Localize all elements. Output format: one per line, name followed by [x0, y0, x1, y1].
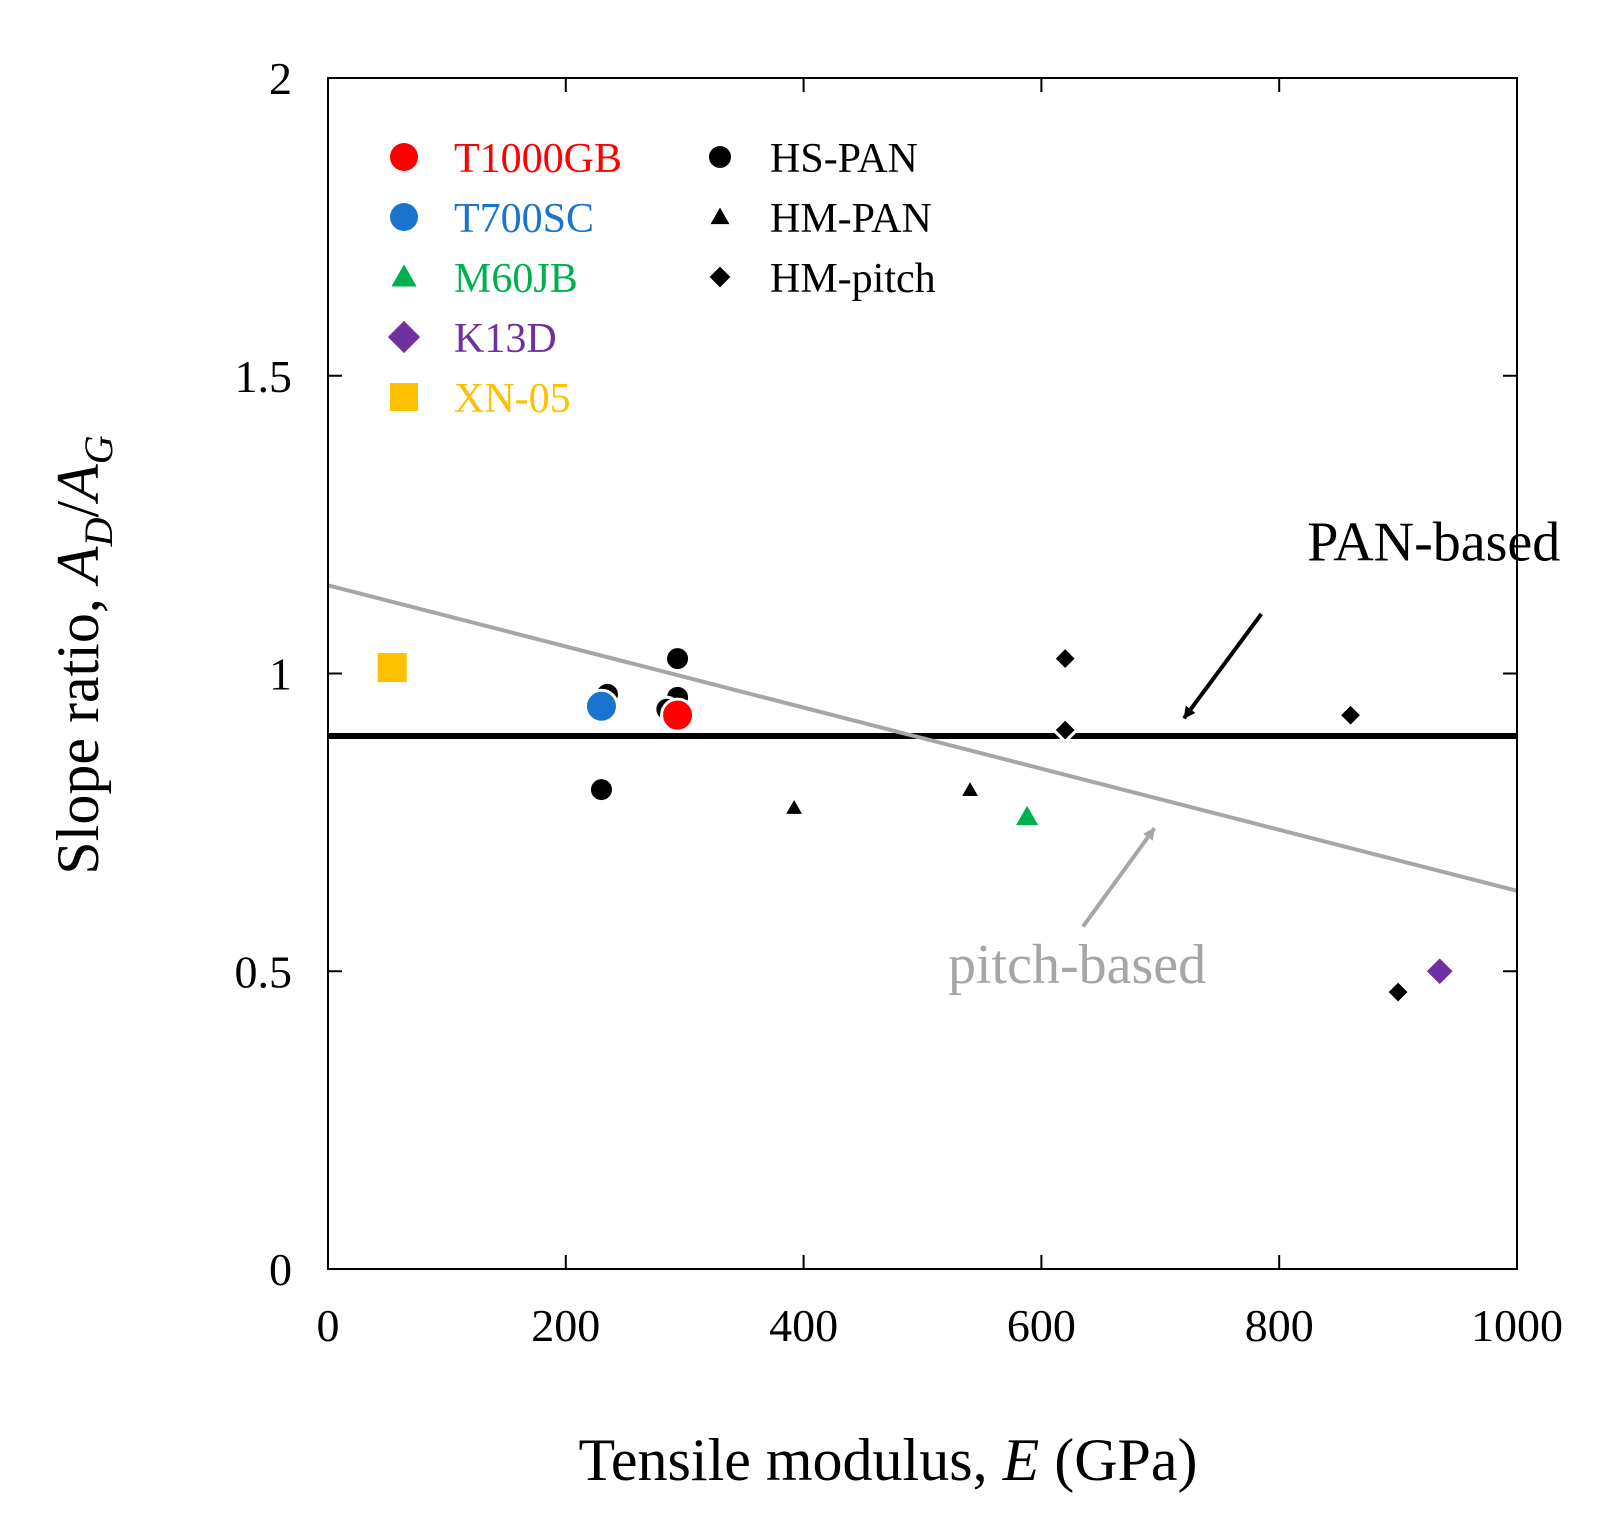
y-tick-label: 2 [269, 53, 292, 104]
legend-label-hm-pitch: HM-pitch [770, 256, 936, 302]
legend-marker-t1000gb [390, 143, 418, 171]
x-tick-label: 800 [1245, 1300, 1314, 1351]
legend-marker-hm-pan [710, 207, 730, 225]
legend-label-t1000gb: T1000GB [454, 136, 622, 182]
y-tick-label: 0 [269, 1244, 292, 1295]
data-points [374, 644, 1457, 1006]
legend-marker-m60jb [391, 264, 417, 287]
point-hm-pitch [1336, 701, 1365, 729]
legend-label-k13d: K13D [454, 316, 557, 362]
point-m60jb [1010, 799, 1044, 829]
point-hm-pitch [1051, 644, 1079, 673]
x-tick-label: 600 [1007, 1300, 1076, 1351]
x-tick-label: 0 [317, 1300, 340, 1351]
legend-label-hs-pan: HS-PAN [770, 136, 918, 182]
legend-label-t700sc: T700SC [454, 196, 594, 242]
x-axis-title: Tensile modulus, E (GPa) [578, 1427, 1197, 1493]
point-hs-pan [664, 645, 692, 673]
annotation-pan-based: PAN-based [1307, 511, 1560, 573]
legend-label-xn-05: XN-05 [454, 376, 571, 422]
legend-marker-t700sc [390, 203, 418, 231]
fit-line-pitch-based [327, 583, 1518, 893]
legend-label-m60jb: M60JB [454, 256, 578, 302]
plot-area: 0 200 400 600 800 1000 0 0.5 1 1.5 2 [235, 53, 1564, 1351]
legend-marker-hm-pitch [709, 266, 731, 288]
legend: T1000GB T700SC M60JB K13D XN-05 HS-PAN HM-PAN H… [387, 136, 936, 422]
x-tick-label: 400 [769, 1300, 838, 1351]
legend-marker-hs-pan [709, 146, 731, 168]
x-tick-label: 1000 [1471, 1300, 1563, 1351]
point-hm-pitch [1384, 978, 1412, 1006]
y-tick-label: 1 [269, 649, 292, 700]
point-hm-pitch [1051, 716, 1079, 744]
annotation-pitch-based: pitch-based [948, 934, 1206, 996]
annotation-arrow-pitch-based [1081, 827, 1156, 928]
legend-marker-k13d [387, 320, 421, 354]
point-t700sc [583, 688, 619, 724]
point-t1000gb [660, 697, 696, 733]
legend-label-hm-pan: HM-PAN [770, 196, 932, 242]
fit-lines [327, 583, 1518, 893]
point-hm-pan [781, 793, 808, 817]
point-k13d [1422, 954, 1457, 989]
annotation-arrow-pan-based [1182, 612, 1263, 720]
y-tick-label: 0.5 [235, 946, 293, 997]
x-tick-label: 200 [531, 1300, 600, 1351]
annotations: PAN-based pitch-based [948, 511, 1560, 996]
point-xn-05 [374, 650, 410, 686]
point-hs-pan [587, 776, 615, 804]
y-tick-label: 1.5 [235, 351, 293, 402]
y-axis-title: Slope ratio, AD/AG [45, 435, 121, 875]
legend-marker-xn-05 [390, 383, 418, 411]
point-hm-pan [956, 776, 984, 799]
